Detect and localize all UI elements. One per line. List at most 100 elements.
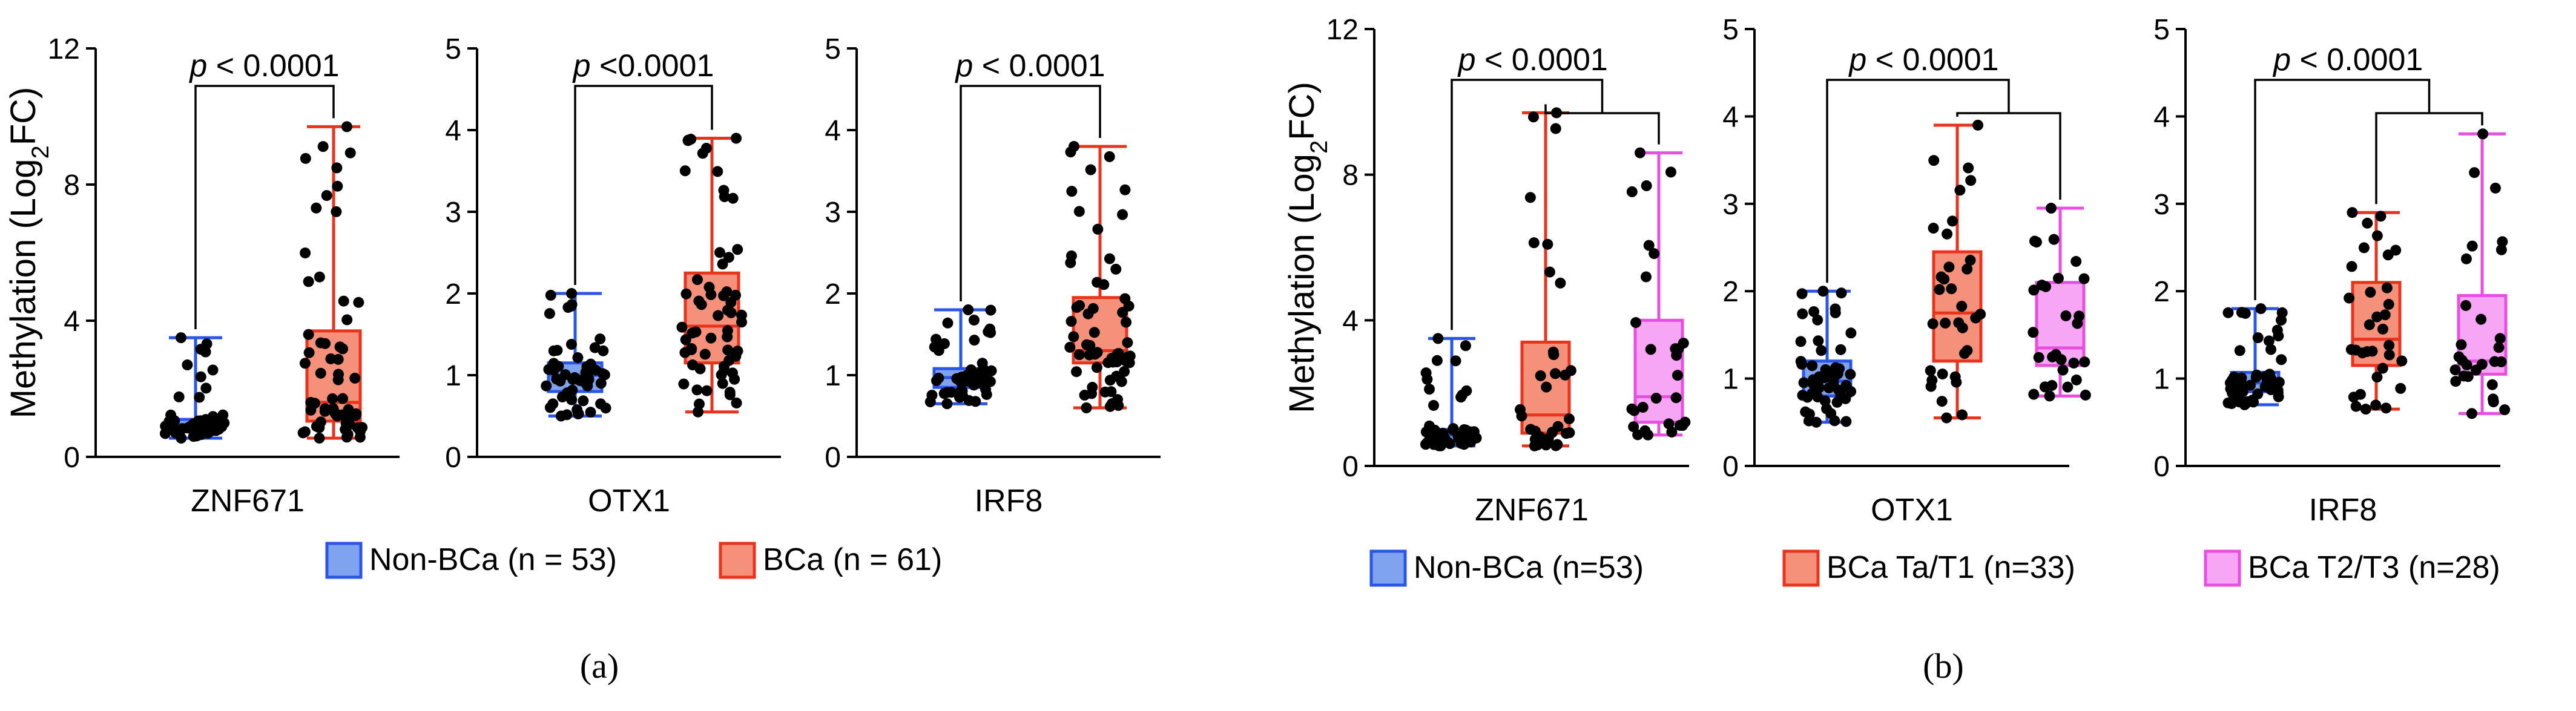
data-point [305, 404, 317, 416]
data-point [2276, 315, 2287, 326]
data-point [1939, 274, 1950, 285]
data-point [1091, 362, 1102, 373]
data-point [2494, 333, 2506, 344]
data-point [1840, 416, 1852, 427]
data-point [217, 409, 229, 421]
data-point [723, 355, 735, 366]
data-point [343, 404, 354, 415]
data-point [182, 359, 193, 371]
data-point [1943, 261, 1955, 273]
data-point [736, 316, 747, 328]
data-point [2052, 272, 2064, 284]
bracket-line-inner [2375, 112, 2483, 205]
x-category-label: ZNF671 [191, 483, 305, 519]
data-point [2381, 282, 2393, 293]
data-point [300, 152, 311, 164]
y-tick-label: 5 [2153, 14, 2170, 46]
data-point [1795, 336, 1807, 347]
data-point [1673, 343, 1684, 355]
data-point [703, 281, 715, 293]
data-point [1535, 370, 1546, 381]
data-point [697, 148, 708, 159]
data-point [731, 398, 742, 409]
data-point [1064, 341, 1076, 353]
data-point [311, 202, 322, 214]
p-value-label: p < 0.0001 [954, 48, 1105, 84]
data-point [1542, 238, 1553, 250]
data-point [969, 335, 980, 346]
data-point [1946, 283, 1957, 295]
data-point [2079, 356, 2090, 368]
data-point [1565, 365, 1576, 376]
data-point [1421, 373, 1433, 385]
data-point [1123, 300, 1135, 312]
data-point [1797, 308, 1808, 319]
legend-item-nonbca: Non-BCa (n = 53) [325, 542, 617, 579]
p-value-text: <0.0001 [591, 48, 714, 84]
data-point [1643, 240, 1655, 251]
data-point [722, 331, 733, 342]
data-point [705, 332, 717, 344]
data-point [338, 295, 349, 307]
data-point [1816, 345, 1827, 356]
data-point [2028, 284, 2040, 296]
data-point [680, 334, 691, 346]
p-value-text: < 0.0001 [1866, 42, 1998, 77]
data-point [1628, 421, 1639, 433]
data-point [1528, 237, 1540, 249]
data-point [567, 384, 578, 396]
data-point [1563, 413, 1575, 425]
data-point [314, 422, 325, 433]
data-point [1957, 322, 1968, 333]
data-point [686, 343, 697, 355]
data-point [337, 393, 349, 404]
y-tick-label: 4 [445, 115, 461, 147]
legend-swatch [1369, 549, 1407, 587]
data-point [2493, 342, 2505, 353]
data-point [731, 133, 742, 144]
data-point [2350, 401, 2362, 412]
data-point [1845, 369, 1856, 380]
y-tick-label: 2 [825, 278, 841, 310]
data-point [1954, 185, 1966, 196]
data-point [1637, 402, 1649, 413]
bracket-line [574, 85, 713, 285]
data-point [1066, 316, 1077, 327]
box-nonbca [1420, 333, 1482, 451]
data-point [342, 428, 354, 440]
y-tick-label: 4 [64, 306, 80, 338]
data-point [585, 359, 596, 370]
data-point [1937, 369, 1948, 380]
data-point [2383, 339, 2395, 351]
data-point [334, 341, 346, 353]
data-point [544, 402, 556, 413]
data-point [573, 408, 584, 419]
box-ta [1064, 141, 1136, 413]
data-point [680, 288, 692, 300]
data-point [177, 423, 188, 434]
data-point [714, 247, 725, 258]
data-point [2460, 253, 2472, 264]
data-point [341, 314, 353, 326]
data-point [1564, 427, 1575, 439]
box-nonbca [924, 304, 997, 410]
data-point [682, 134, 694, 146]
data-point [2070, 374, 2082, 385]
data-point [2260, 370, 2271, 382]
data-point [724, 387, 736, 398]
panel-label: (b) [1923, 646, 1964, 686]
data-point [544, 308, 555, 319]
p-value-symbol: p [1457, 42, 1476, 77]
data-point [1666, 427, 1678, 438]
data-point [2476, 313, 2487, 325]
data-point [197, 418, 209, 430]
box-nonbca [1795, 286, 1857, 428]
significance-bracket: p <0.0001 [572, 48, 714, 285]
data-point [2371, 230, 2383, 241]
subplot-otx1: 0 1 2 3 4 5 OTX1 p < 0.0001 [1722, 14, 2091, 528]
p-value-symbol: p [2272, 42, 2291, 77]
box-ta [297, 121, 368, 444]
data-point [1972, 119, 1984, 131]
data-point [1122, 337, 1133, 349]
data-point [1672, 370, 1684, 381]
